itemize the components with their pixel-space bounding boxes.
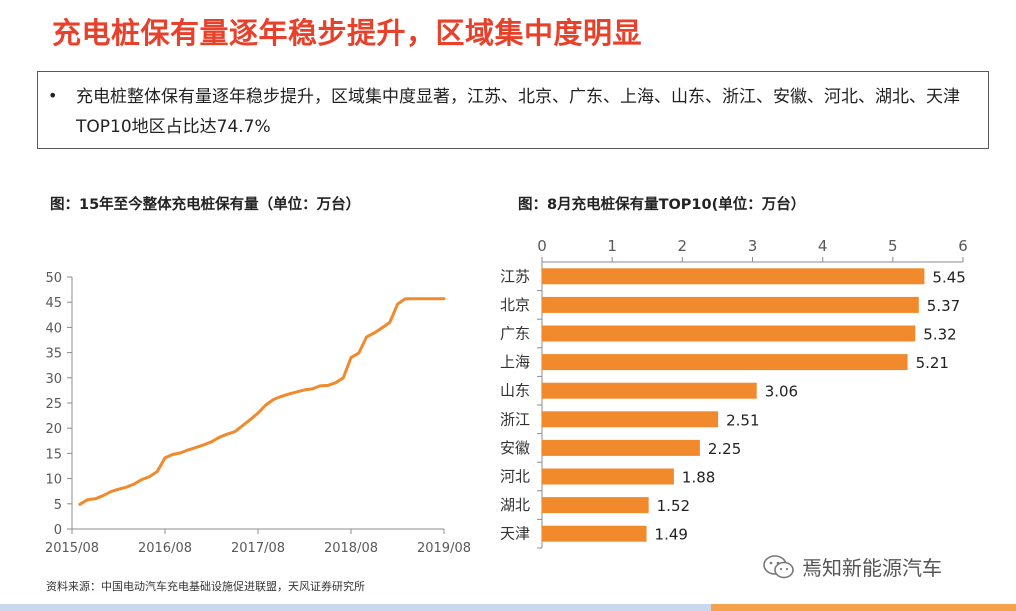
watermark-text: 焉知新能源汽车 [802, 556, 942, 580]
bar [542, 497, 649, 514]
category-label: 山东 [500, 382, 530, 400]
value-label: 1.88 [682, 469, 715, 487]
category-label: 湖北 [500, 496, 530, 514]
y-tick-label: 40 [45, 321, 62, 336]
value-label: 2.25 [708, 440, 741, 458]
category-label: 广东 [500, 325, 530, 343]
category-label: 天津 [500, 525, 530, 543]
category-label: 河北 [500, 468, 530, 486]
bar [542, 325, 916, 342]
line-chart-title: 图：15年至今整体充电桩保有量（单位：万台） [50, 197, 361, 213]
bar [542, 468, 674, 485]
line-chart: 0 5 10 15 20 25 30 35 40 45 50 2015/08 2016/08 2017/0… [45, 271, 471, 556]
category-label: 安徽 [500, 439, 530, 457]
page-title: 充电桩保有量逐年稳步提升，区域集中度明显 [52, 16, 643, 50]
x-tick-label: 2 [678, 237, 688, 255]
y-tick-label: 35 [45, 347, 62, 362]
x-tick-label: 2019/08 [417, 541, 471, 556]
y-tick-label: 50 [45, 271, 62, 286]
watermark: 焉知新能源汽车 [762, 552, 942, 581]
x-tick-label: 2018/08 [324, 541, 378, 556]
y-tick-label: 0 [54, 523, 62, 538]
value-label: 5.37 [927, 297, 960, 315]
bar [542, 439, 700, 456]
series-line [78, 297, 446, 506]
value-label: 5.45 [932, 268, 965, 286]
category-label: 浙江 [500, 410, 530, 428]
x-tick-label: 5 [888, 237, 898, 255]
x-tick-label: 1 [607, 237, 617, 255]
wechat-icon [763, 554, 794, 578]
y-tick-label: 25 [45, 397, 62, 412]
y-tick-label: 15 [45, 447, 62, 462]
x-tick-label: 2017/08 [231, 541, 285, 556]
y-tick-label: 45 [45, 296, 62, 311]
bar [542, 525, 647, 542]
bar-chart: 0 1 2 3 4 5 6 江苏 5.45 北京 5.37 广东 5.32 上海 5.21 山东 3.06 浙江 2… [500, 237, 968, 549]
y-tick-label: 30 [45, 372, 62, 387]
value-label: 1.52 [657, 497, 690, 515]
value-label: 5.21 [916, 354, 949, 372]
x-tick-label: 3 [748, 237, 758, 255]
x-tick-label: 0 [537, 237, 547, 255]
y-tick-label: 5 [54, 498, 62, 513]
bar [542, 296, 919, 313]
bar [542, 411, 719, 428]
summary-box: • 充电桩整体保有量逐年稳步提升，区域集中度显著，江苏、北京、广东、上海、山东、… [37, 71, 989, 149]
summary-text: 充电桩整体保有量逐年稳步提升，区域集中度显著，江苏、北京、广东、上海、山东、浙江… [76, 87, 960, 137]
bar [542, 268, 925, 285]
source-note: 资料来源：中国电动汽车充电基础设施促进联盟，天风证券研究所 [46, 580, 365, 593]
bar [542, 382, 757, 399]
bottom-stripe [0, 604, 1016, 611]
x-tick-label: 2015/08 [45, 541, 99, 556]
summary-bullet: • [48, 86, 58, 105]
category-label: 上海 [500, 353, 530, 371]
value-label: 1.49 [655, 526, 688, 544]
value-label: 3.06 [765, 383, 798, 401]
bar [542, 354, 908, 371]
value-label: 5.32 [923, 326, 956, 344]
x-tick-label: 4 [818, 237, 828, 255]
y-tick-label: 20 [45, 422, 62, 437]
x-tick-label: 2016/08 [138, 541, 192, 556]
category-label: 北京 [500, 296, 530, 314]
x-tick-label: 6 [958, 237, 968, 255]
value-label: 2.51 [726, 411, 759, 429]
y-tick-label: 10 [45, 473, 62, 488]
category-label: 江苏 [500, 267, 530, 285]
bar-chart-title: 图：8月充电桩保有量TOP10(单位：万台） [518, 197, 806, 213]
